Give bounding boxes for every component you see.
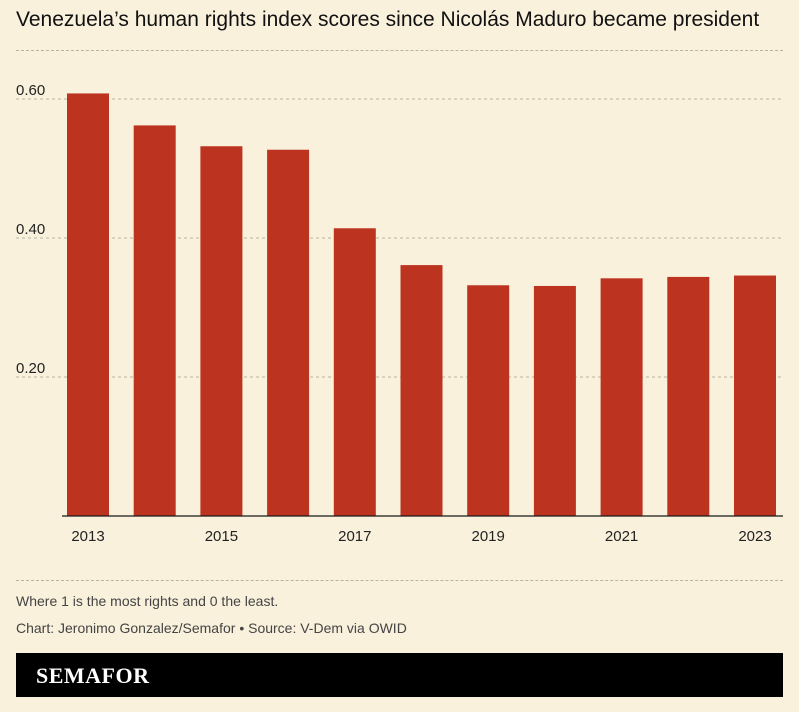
brand-bar: SEMAFOR [16, 653, 783, 697]
bar-2018 [400, 265, 443, 516]
bar-2019 [467, 285, 510, 516]
bar-2014 [133, 125, 176, 516]
y-tick-label: 0.40 [16, 221, 45, 238]
bar-2021 [600, 278, 643, 516]
bar-2015 [200, 146, 243, 516]
chart-title: Venezuela’s human rights index scores si… [16, 8, 760, 31]
bar-2017 [333, 228, 376, 516]
chart-note: Where 1 is the most rights and 0 the lea… [16, 593, 279, 609]
x-tick-label: 2021 [605, 528, 638, 545]
bar-chart: 0.20 0.40 0.60 2013 2015 2017 2019 2021 2023 [16, 82, 783, 545]
bar-2016 [267, 149, 310, 517]
x-tick-label: 2017 [338, 528, 371, 545]
chart-credit: Chart: Jeronimo Gonzalez/Semafor • Sourc… [16, 620, 407, 636]
y-tick-label: 0.20 [16, 360, 45, 377]
bar-2013 [67, 93, 109, 516]
x-tick-label: 2015 [205, 528, 238, 545]
bottom-divider [16, 580, 783, 581]
bar-2023 [734, 275, 776, 516]
y-tick-label: 0.60 [16, 82, 45, 99]
bar-2022 [667, 276, 710, 516]
x-tick-label: 2023 [738, 528, 771, 545]
x-tick-label: 2013 [71, 528, 104, 545]
bar-2020 [533, 285, 576, 516]
semafor-logo: SEMAFOR [36, 663, 150, 688]
x-tick-label: 2019 [472, 528, 505, 545]
top-divider [16, 50, 783, 51]
